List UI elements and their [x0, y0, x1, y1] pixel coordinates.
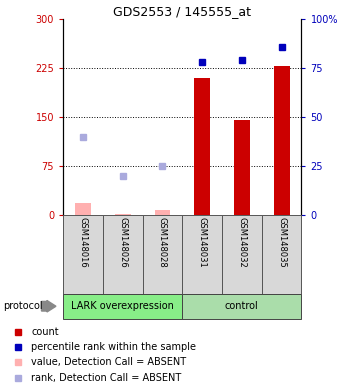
Bar	[115, 214, 131, 215]
Text: percentile rank within the sample: percentile rank within the sample	[31, 342, 196, 352]
Bar	[222, 215, 262, 294]
Text: GSM148031: GSM148031	[198, 217, 206, 268]
Bar	[194, 78, 210, 215]
Text: control: control	[225, 301, 259, 311]
Bar	[234, 121, 250, 215]
Bar	[262, 215, 301, 294]
Text: GSM148032: GSM148032	[238, 217, 246, 268]
Bar	[182, 294, 301, 319]
Text: count: count	[31, 327, 59, 337]
Bar	[63, 294, 182, 319]
Text: GSM148026: GSM148026	[118, 217, 127, 268]
Bar	[63, 215, 103, 294]
Bar	[143, 215, 182, 294]
Text: value, Detection Call = ABSENT: value, Detection Call = ABSENT	[31, 358, 187, 367]
Bar	[75, 203, 91, 215]
Text: GSM148016: GSM148016	[79, 217, 87, 268]
Text: LARK overexpression: LARK overexpression	[71, 301, 174, 311]
Bar	[182, 215, 222, 294]
Bar	[103, 215, 143, 294]
Text: protocol: protocol	[4, 301, 43, 311]
Text: GSM148028: GSM148028	[158, 217, 167, 268]
Bar	[155, 210, 170, 215]
Title: GDS2553 / 145555_at: GDS2553 / 145555_at	[113, 5, 251, 18]
Bar	[274, 66, 290, 215]
Text: rank, Detection Call = ABSENT: rank, Detection Call = ABSENT	[31, 372, 182, 383]
Text: GSM148035: GSM148035	[277, 217, 286, 268]
